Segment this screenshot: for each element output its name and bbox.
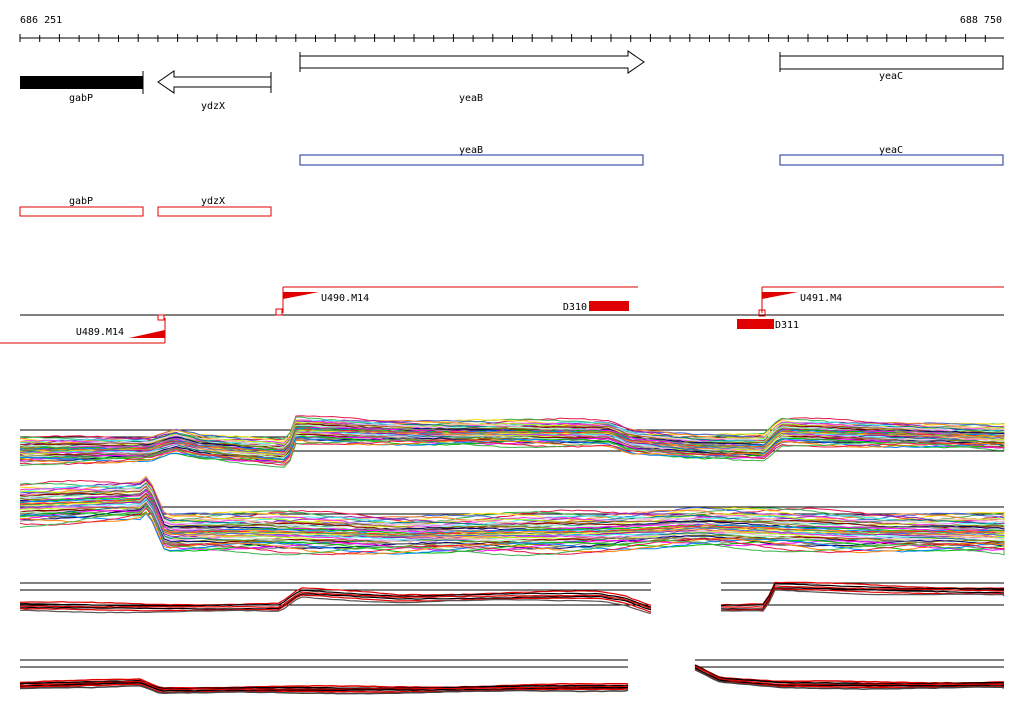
- expression-profile-line: [19, 511, 1005, 554]
- expression-profile-line: [19, 593, 652, 611]
- gene-yeaB-label: yeaB: [459, 93, 483, 104]
- expression-panel-1: [19, 415, 1005, 468]
- expression-panel-4: [19, 659, 1005, 695]
- blue-box-yeaC[interactable]: [779, 154, 1004, 166]
- panel3-profiles: [19, 581, 1005, 615]
- panel1-profiles: [19, 415, 1005, 468]
- blue-box-yeaB[interactable]: [299, 154, 644, 166]
- expression-profile-line: [19, 683, 629, 694]
- expression-profile-line: [694, 667, 1005, 687]
- transcript-U490-flag: [283, 292, 319, 299]
- expression-profile-line: [19, 682, 629, 692]
- blue-gene-track: yeaB yeaC: [299, 145, 1004, 166]
- deletion-D310-label: D310: [563, 302, 587, 313]
- expression-profile-line: [19, 507, 1005, 556]
- deletion-D311-label: D311: [775, 320, 799, 331]
- expression-profile-line: [19, 494, 1005, 537]
- transcript-U489-tss: [157, 314, 165, 321]
- panel4-profiles: [19, 664, 1005, 695]
- expression-profile-line: [19, 503, 1005, 550]
- gene-gabP-label: gabP: [69, 93, 93, 104]
- expression-profile-line: [720, 585, 1005, 608]
- expression-profile-line: [19, 438, 1005, 468]
- expression-panel-3: [19, 581, 1005, 615]
- red-box-gabP[interactable]: [19, 206, 144, 217]
- expression-profile-line: [19, 589, 652, 608]
- expression-profile-line: [19, 591, 651, 609]
- transcript-U491-label: U491.M4: [800, 293, 842, 304]
- expression-profile-line: [19, 596, 652, 615]
- expression-profile-line: [694, 669, 1005, 690]
- ruler-ticks: [19, 34, 986, 42]
- deletion-D310[interactable]: [589, 301, 629, 311]
- deletion-D311[interactable]: [737, 319, 774, 329]
- expression-profile-line: [19, 495, 1005, 538]
- gene-track: gabP ydzX yeaB yeaC: [20, 50, 1004, 112]
- expression-profile-line: [19, 678, 629, 689]
- red-box-ydzX-label: ydzX: [201, 196, 225, 207]
- expression-profile-line: [19, 421, 1005, 446]
- red-box-gabP-label: gabP: [69, 196, 93, 207]
- gene-yeaC-box[interactable]: [779, 55, 1004, 70]
- expression-profile-line: [721, 589, 1005, 612]
- expression-profile-line: [19, 587, 652, 606]
- gene-ydzX-arrow[interactable]: [157, 70, 272, 94]
- expression-profile-line: [19, 594, 652, 613]
- expression-profile-line: [19, 439, 1005, 466]
- expression-panel-2: [19, 475, 1005, 557]
- coordinate-ruler: 686 251 688 750: [19, 15, 1004, 42]
- blue-box-yeaB-label: yeaB: [459, 145, 483, 156]
- expression-profile-line: [694, 664, 1005, 685]
- gene-yeaC-label: yeaC: [879, 71, 903, 82]
- expression-profile-line: [19, 505, 1005, 553]
- expression-profile-line: [19, 685, 629, 695]
- feature-track: U490.M14 D310 U491.M4 D311 U489.M14: [0, 286, 1004, 344]
- transcript-U491-flag: [762, 292, 798, 299]
- expression-profile-line: [19, 436, 1005, 463]
- transcript-U490-tss: [275, 308, 283, 316]
- transcript-U490-label: U490.M14: [321, 293, 369, 304]
- expression-profile-line: [19, 486, 1005, 528]
- coord-end-label: 688 750: [960, 15, 1002, 26]
- blue-box-yeaC-label: yeaC: [879, 145, 903, 156]
- gene-yeaB-arrow[interactable]: [299, 50, 645, 74]
- expression-profile-line: [19, 505, 1005, 557]
- panel2-profiles: [19, 475, 1005, 557]
- expression-profile-line: [720, 583, 1005, 607]
- red-gene-track: gabP ydzX: [19, 196, 272, 217]
- expression-profile-line: [19, 435, 1005, 462]
- transcript-U489-label: U489.M14: [76, 327, 124, 338]
- red-box-ydzX[interactable]: [157, 206, 272, 217]
- expression-profile-line: [19, 482, 1005, 525]
- coord-start-label: 686 251: [20, 15, 62, 26]
- gene-ydzX-label: ydzX: [201, 101, 225, 112]
- transcript-U489-flag: [129, 330, 165, 338]
- gene-gabP-bar[interactable]: [20, 76, 143, 89]
